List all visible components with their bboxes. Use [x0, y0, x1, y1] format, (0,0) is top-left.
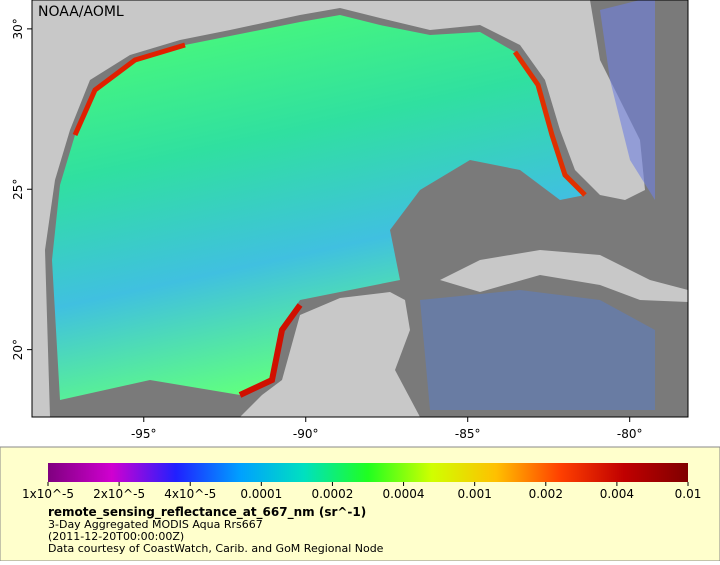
colorbar-ticks: 1x10^-5 2x10^-5 4x10^-5 0.0001 0.0002 0.0004 0… [22, 482, 701, 501]
colorbar-tick-label: 0.004 [600, 487, 634, 501]
coastal-high [512, 50, 587, 197]
colorbar-tick-label: 2x10^-5 [93, 487, 145, 501]
colorbar-tick-label: 4x10^-5 [164, 487, 216, 501]
colorbar-tick-label: 0.001 [457, 487, 491, 501]
colorbar-tick-label: 0.01 [675, 487, 702, 501]
x-tick-label: -80° [617, 427, 643, 441]
colorbar-tick-label: 0.0002 [311, 487, 353, 501]
x-tick-label: -95° [131, 427, 157, 441]
ocean-data [52, 15, 585, 400]
colorbar-tick-label: 0.0001 [240, 487, 282, 501]
legend-description: 3-Day Aggregated MODIS Aqua Rrs667 [48, 518, 263, 531]
map-frame [31, 0, 689, 418]
y-tick-label: 30° [11, 18, 25, 39]
axes: -95° -90° -85° -80° 20° 25° 30° [11, 18, 642, 441]
x-tick-label: -90° [293, 427, 319, 441]
caribbean-data [420, 290, 655, 410]
yucatan [240, 292, 420, 417]
y-tick-label: 25° [11, 179, 25, 200]
atlantic-data [600, 0, 655, 200]
colorbar-tick-label: 1x10^-5 [22, 487, 74, 501]
y-tick-label: 20° [11, 339, 25, 360]
coastal-high [72, 42, 186, 137]
legend-variable: remote_sensing_reflectance_at_667_nm (sr… [48, 505, 366, 520]
map-title: NOAA/AOML [38, 4, 124, 20]
colorbar-tick-label: 0.002 [529, 487, 563, 501]
coastal-high [238, 303, 303, 398]
x-tick-label: -85° [455, 427, 481, 441]
map [31, 0, 689, 418]
legend-credit: Data courtesy of CoastWatch, Carib. and … [48, 542, 384, 555]
colorbar-tick-label: 0.0004 [383, 487, 425, 501]
legend-time: (2011-12-20T00:00:00Z) [48, 530, 184, 543]
cuba [440, 250, 688, 302]
colorbar [48, 463, 688, 482]
